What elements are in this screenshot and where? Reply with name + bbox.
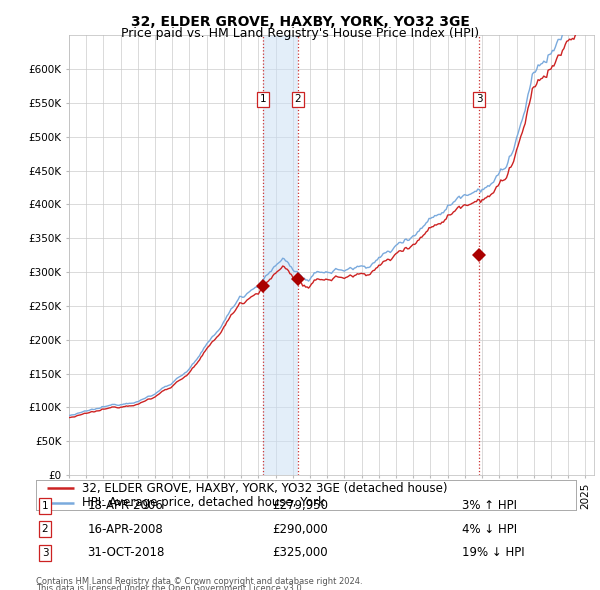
Text: 4% ↓ HPI: 4% ↓ HPI — [462, 523, 517, 536]
Text: £290,000: £290,000 — [272, 523, 328, 536]
Bar — [263, 35, 298, 475]
Text: 2: 2 — [295, 94, 301, 104]
Text: 3: 3 — [476, 94, 482, 104]
Text: 16-APR-2008: 16-APR-2008 — [88, 523, 164, 536]
Text: 31-OCT-2018: 31-OCT-2018 — [88, 546, 164, 559]
Text: 18-APR-2006: 18-APR-2006 — [88, 499, 164, 512]
Text: HPI: Average price, detached house, York: HPI: Average price, detached house, York — [82, 496, 325, 509]
Text: 19% ↓ HPI: 19% ↓ HPI — [462, 546, 524, 559]
Text: 2: 2 — [41, 525, 49, 534]
Text: Price paid vs. HM Land Registry's House Price Index (HPI): Price paid vs. HM Land Registry's House … — [121, 27, 479, 40]
Text: This data is licensed under the Open Government Licence v3.0.: This data is licensed under the Open Gov… — [36, 584, 304, 590]
Text: £325,000: £325,000 — [272, 546, 328, 559]
Text: Contains HM Land Registry data © Crown copyright and database right 2024.: Contains HM Land Registry data © Crown c… — [36, 577, 362, 586]
Text: 32, ELDER GROVE, HAXBY, YORK, YO32 3GE (detached house): 32, ELDER GROVE, HAXBY, YORK, YO32 3GE (… — [82, 482, 448, 495]
Text: £279,950: £279,950 — [272, 499, 328, 512]
Text: 32, ELDER GROVE, HAXBY, YORK, YO32 3GE: 32, ELDER GROVE, HAXBY, YORK, YO32 3GE — [131, 15, 469, 29]
Text: 1: 1 — [41, 501, 49, 510]
Text: 3: 3 — [41, 548, 49, 558]
Text: 1: 1 — [260, 94, 266, 104]
Text: 3% ↑ HPI: 3% ↑ HPI — [462, 499, 517, 512]
